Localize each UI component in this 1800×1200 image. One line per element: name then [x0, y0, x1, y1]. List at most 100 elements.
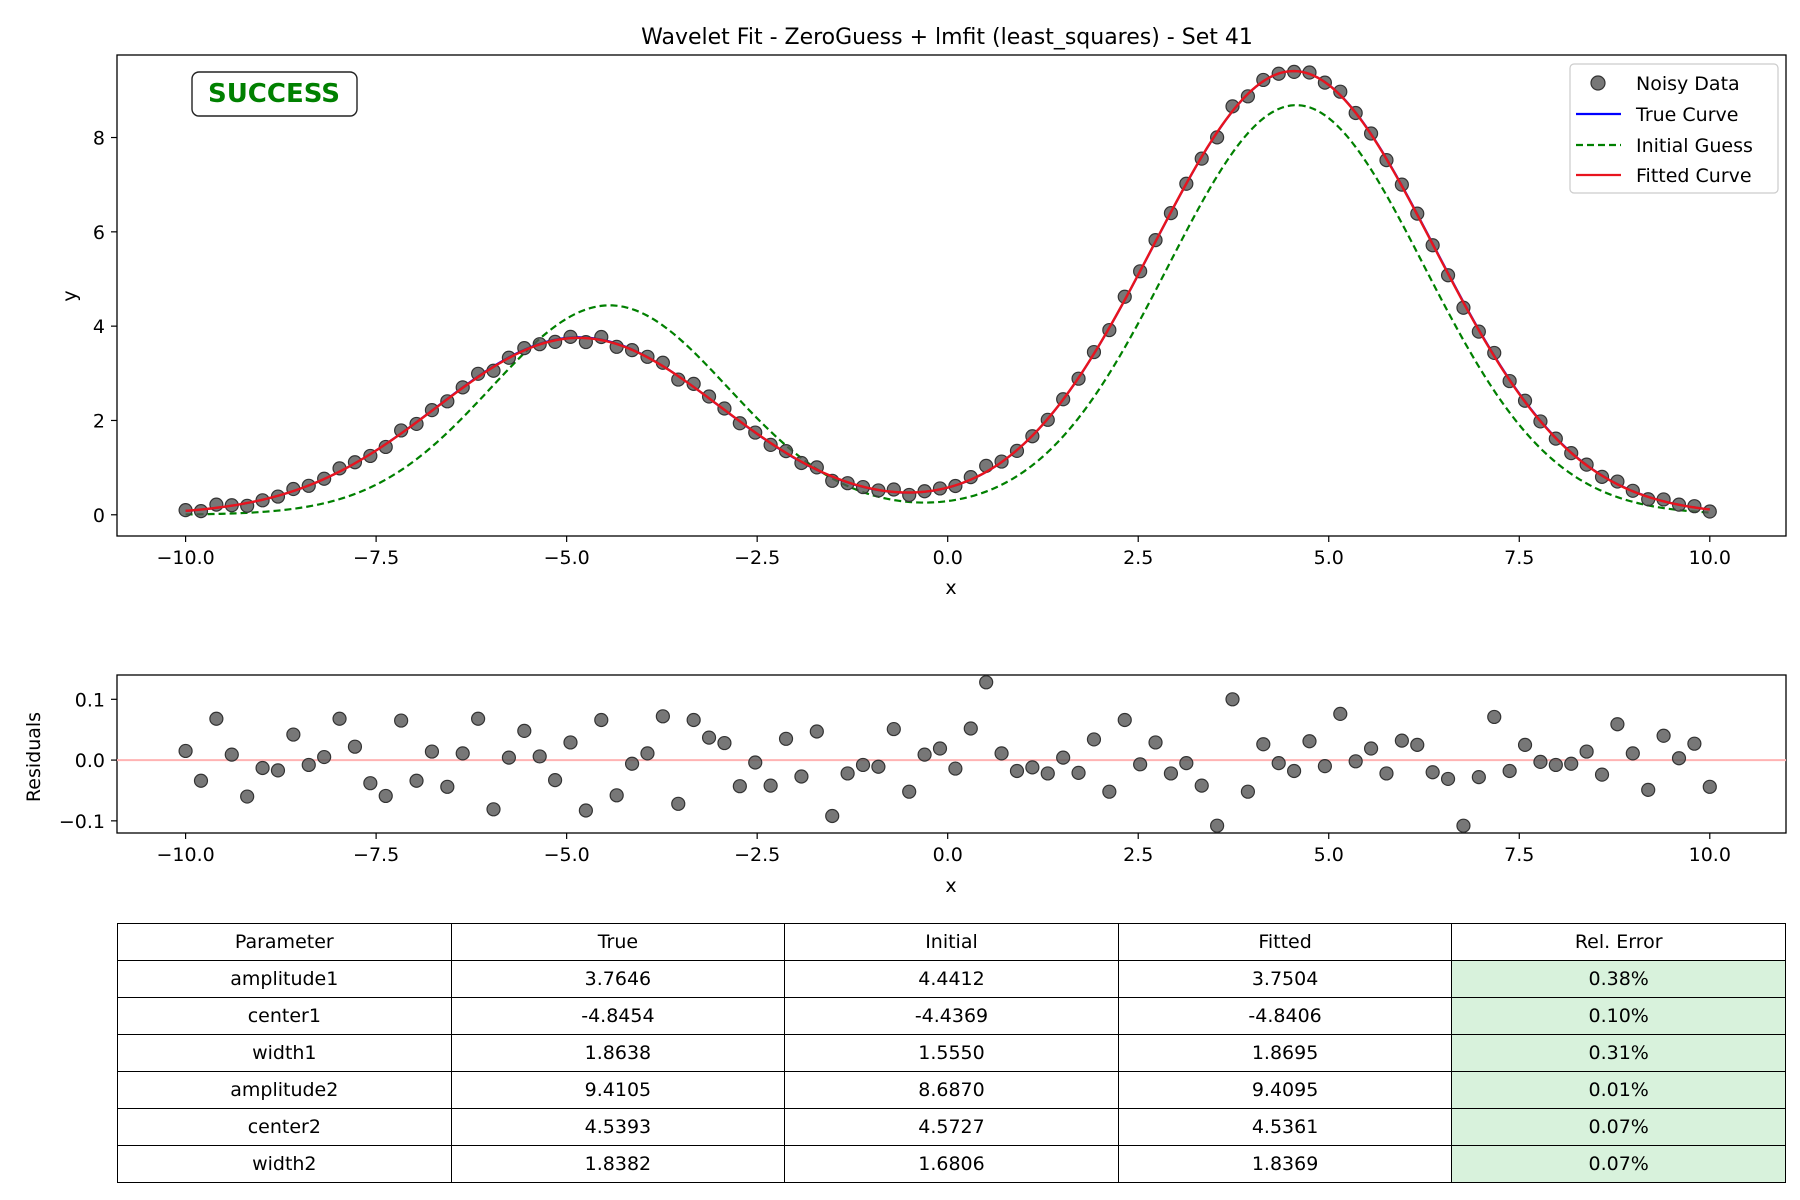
residual-point	[1286, 763, 1302, 779]
residual-point	[255, 760, 270, 776]
table-row: amplitude1 3.7646 4.4412 3.7504 0.38%	[117, 960, 1786, 998]
table-cell: 1.8638	[450, 1034, 786, 1072]
residual-point	[1687, 736, 1702, 751]
table-cell: -4.8406	[1117, 997, 1453, 1035]
residual-point	[1456, 818, 1471, 833]
main-x-ticks: −10.0 −7.5 −5.0 −2.5 0.0 2.5 5.0 7.5 10.0	[156, 536, 1731, 569]
table-cell: 9.4095	[1117, 1071, 1453, 1109]
residual-point	[1302, 734, 1317, 749]
table-cell: 1.8695	[1117, 1034, 1453, 1072]
residual-point	[424, 744, 440, 759]
legend-marker-noisy-data	[1590, 75, 1606, 91]
residuals-plot-frame	[116, 674, 1787, 834]
residual-point	[1348, 754, 1363, 769]
residual-point	[732, 779, 747, 794]
residual-point	[1102, 784, 1117, 799]
residual-point	[1086, 732, 1102, 747]
residual-point	[1610, 717, 1625, 732]
rel-error-cell: 0.01%	[1451, 1071, 1786, 1109]
residual-point	[1009, 763, 1025, 779]
main-x-axis-label: x	[945, 577, 956, 599]
residual-point	[1517, 737, 1533, 752]
residuals-series	[117, 675, 1786, 833]
residual-point	[547, 773, 563, 788]
residual-point	[809, 724, 824, 739]
residual-point	[1163, 766, 1179, 781]
noisy-data-point	[394, 423, 409, 438]
residual-point	[886, 721, 901, 737]
table-header-cell: Initial	[784, 923, 1119, 961]
residual-point	[501, 750, 517, 765]
residual-point	[394, 713, 409, 728]
initial-guess-line	[185, 104, 1710, 516]
residual-point	[763, 778, 778, 793]
legend-label-fitted-curve: Fitted Curve	[1636, 165, 1752, 187]
residual-point	[224, 747, 239, 762]
residual-point	[1194, 778, 1209, 793]
legend-frame	[1569, 63, 1779, 194]
x-tick-label: −5.0	[544, 547, 590, 569]
table-row: center2 4.5393 4.5727 4.5361 0.07%	[117, 1108, 1786, 1146]
residual-point	[1025, 760, 1040, 775]
table-header-cell: Fitted	[1117, 923, 1453, 961]
residual-point	[840, 766, 855, 781]
residual-point	[1548, 757, 1563, 773]
main-chart-title: Wavelet Fit - ZeroGuess + lmfit (least_s…	[641, 25, 1253, 50]
main-y-axis-label: y	[59, 290, 81, 301]
residuals-plot: −10.0 −7.5 −5.0 −2.5 0.0 2.5 5.0 7.5 10.0 0.1 0.0…	[23, 674, 1787, 897]
legend-label-true-curve: True Curve	[1635, 104, 1738, 126]
table-cell: 1.8369	[1117, 1145, 1453, 1183]
residual-point	[1179, 756, 1194, 771]
residual-point	[270, 763, 286, 778]
residual-point	[1533, 754, 1548, 770]
residual-point	[209, 711, 224, 726]
residual-point	[455, 746, 470, 761]
residual-point	[178, 743, 193, 759]
noisy-data-point	[886, 482, 901, 497]
x-tick-label: −2.5	[734, 547, 780, 569]
x-tick-label: 7.5	[1504, 547, 1534, 569]
table-cell: 3.7646	[450, 960, 786, 998]
residual-point	[825, 808, 840, 824]
residual-point	[440, 779, 455, 794]
residual-point	[286, 727, 301, 742]
legend-label-initial-guess: Initial Guess	[1636, 135, 1753, 157]
residual-point	[686, 712, 701, 728]
x-tick-label: 2.5	[1123, 844, 1153, 866]
residual-point	[1471, 769, 1486, 785]
table-cell: 1.8382	[450, 1145, 786, 1183]
table-header-row: Parameter True Initial Fitted Rel. Error	[117, 923, 1786, 961]
residual-point	[1225, 692, 1240, 707]
residual-point	[778, 731, 794, 746]
residual-point	[948, 761, 963, 776]
residual-point	[1256, 737, 1271, 752]
table-row: amplitude2 9.4105 8.6870 9.4095 0.01%	[117, 1071, 1786, 1109]
residual-point	[1333, 706, 1348, 721]
residual-point	[1641, 782, 1656, 797]
x-tick-label: −7.5	[353, 547, 399, 569]
residual-point	[1056, 750, 1071, 765]
residual-point	[994, 746, 1009, 761]
rel-error-cell: 0.07%	[1451, 1145, 1786, 1183]
residual-point	[332, 711, 347, 726]
residual-point	[1133, 757, 1148, 772]
table-cell: -4.4369	[784, 997, 1119, 1035]
residual-point	[794, 769, 809, 784]
x-tick-label: 7.5	[1504, 844, 1534, 866]
noisy-data-point	[1702, 504, 1717, 519]
residual-point	[1379, 766, 1394, 781]
table-cell: 9.4105	[450, 1071, 786, 1109]
residual-point	[1210, 818, 1225, 833]
noisy-data-point	[378, 439, 393, 455]
y-tick-label: 0.0	[75, 750, 105, 772]
x-tick-label: −10.0	[156, 547, 214, 569]
residual-point	[902, 784, 917, 799]
x-tick-label: 0.0	[933, 547, 963, 569]
residuals-x-ticks: −10.0 −7.5 −5.0 −2.5 0.0 2.5 5.0 7.5 10.0	[156, 833, 1731, 866]
residual-point	[1148, 735, 1163, 750]
residual-point	[1394, 733, 1409, 748]
y-tick-label: 0	[93, 505, 105, 527]
residual-point	[347, 739, 363, 754]
residual-point	[517, 723, 532, 739]
residual-point	[378, 788, 393, 804]
